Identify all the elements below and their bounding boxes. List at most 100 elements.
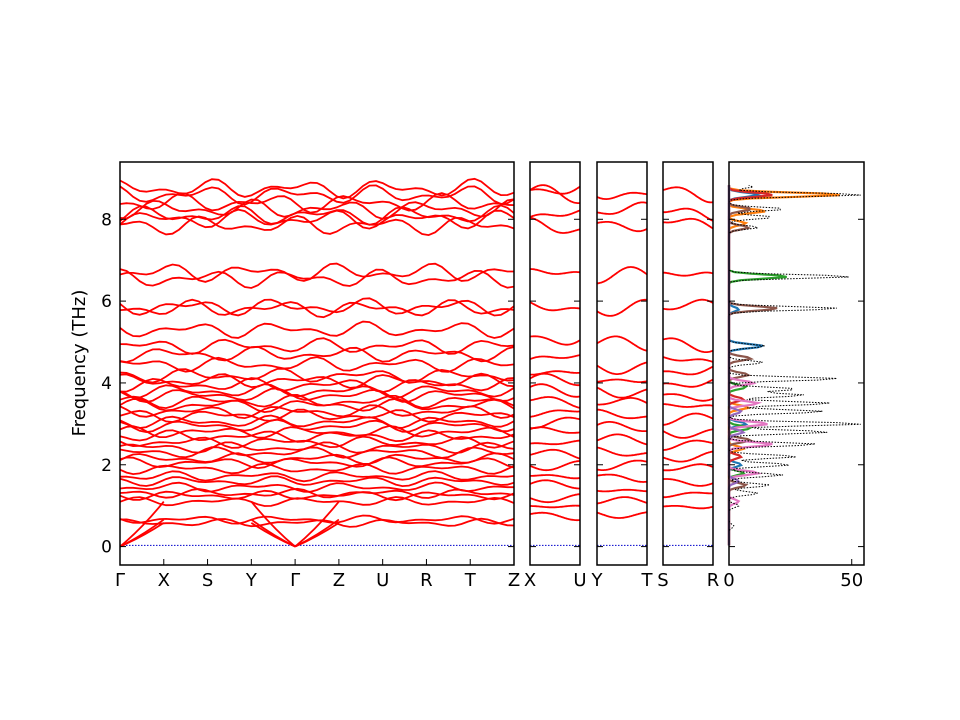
- band-line: [529, 396, 581, 409]
- band-line: [119, 383, 515, 400]
- band-line: [119, 462, 515, 476]
- x-tick-label: R: [707, 570, 720, 591]
- x-tick-label: T: [464, 570, 477, 591]
- y-axis-label: Frequency (THz): [69, 290, 90, 437]
- band-line: [529, 493, 581, 504]
- band-line: [529, 511, 581, 522]
- band-line: [596, 361, 648, 375]
- band-line: [663, 403, 714, 408]
- band-line: [596, 459, 648, 471]
- band-line: [119, 337, 515, 355]
- band-line: [119, 441, 515, 455]
- x-tick-label: T: [641, 570, 654, 591]
- band-line: [529, 448, 581, 460]
- total-dos-line: [728, 184, 861, 546]
- x-tick-label: 50: [840, 570, 863, 591]
- band-line: [662, 439, 714, 451]
- band-line: [529, 439, 581, 446]
- band-line: [662, 271, 714, 277]
- band-line: [119, 198, 515, 220]
- band-line: [529, 409, 580, 418]
- band-line: [596, 488, 648, 493]
- x-tick-label: Z: [333, 570, 345, 591]
- band-line: [596, 266, 648, 285]
- band-line: [596, 511, 648, 519]
- band-line: [663, 365, 714, 376]
- band-line: [119, 184, 515, 206]
- acoustic-band-line: [294, 522, 340, 548]
- band-line: [662, 337, 714, 353]
- band-line: [119, 456, 515, 470]
- band-line: [119, 345, 515, 364]
- band-line: [119, 204, 515, 226]
- band-line: [530, 474, 581, 480]
- band-line: [663, 463, 714, 472]
- band-line: [119, 404, 515, 420]
- band-line: [662, 505, 714, 510]
- density-of-states-panel: 0 50: [723, 161, 865, 591]
- acoustic-band-line: [250, 501, 296, 548]
- panel-frame: [728, 161, 865, 566]
- projected-dos-line: [727, 185, 773, 546]
- panel-frame: [119, 161, 515, 566]
- band-line: [529, 354, 581, 360]
- x-tick-label: Z: [508, 570, 520, 591]
- band-line: [119, 496, 515, 507]
- acoustic-band-line: [294, 501, 340, 548]
- band-line: [529, 460, 580, 472]
- band-line: [529, 335, 581, 346]
- x-tick-label: Γ: [290, 570, 300, 591]
- band-line: [119, 414, 515, 429]
- band-line: [529, 301, 581, 312]
- band-line: [662, 217, 714, 230]
- band-line: [662, 478, 714, 487]
- band-line: [119, 429, 515, 443]
- band-line: [596, 473, 648, 483]
- band-line: [119, 408, 515, 423]
- x-tick-label: Y: [245, 570, 258, 591]
- x-tick-label: 0: [723, 570, 734, 591]
- band-line: [119, 425, 515, 439]
- band-line: [119, 514, 515, 525]
- x-tick-label: S: [657, 570, 668, 591]
- band-line: [529, 416, 581, 429]
- band-line: [596, 386, 648, 399]
- projected-dos-line: [727, 185, 773, 546]
- band-line: [596, 335, 648, 352]
- band-line: [662, 298, 714, 311]
- band-line: [530, 268, 581, 275]
- band-line: [119, 298, 515, 319]
- panel-frame: [596, 161, 648, 566]
- band-line: [596, 408, 648, 420]
- band-line: [529, 216, 581, 234]
- band-line: [119, 268, 515, 289]
- band-line: [119, 435, 515, 449]
- band-line: [596, 496, 648, 505]
- acoustic-band-line: [250, 522, 296, 548]
- x-tick-label: X: [524, 570, 536, 591]
- band-line: [119, 262, 514, 283]
- band-line: [530, 370, 581, 376]
- band-line: [119, 475, 515, 488]
- x-tick-label: U: [573, 570, 586, 591]
- band-line: [119, 177, 515, 200]
- acoustic-band-line: [119, 501, 165, 548]
- band-line: [119, 487, 515, 499]
- band-line: [119, 372, 515, 389]
- x-tick-label: S: [202, 570, 213, 591]
- band-line: [662, 450, 714, 463]
- x-tick-label: R: [420, 570, 433, 591]
- band-line: [596, 191, 648, 201]
- band-line: [662, 491, 713, 499]
- band-line: [529, 209, 581, 218]
- y-tick-label: 4: [101, 374, 112, 394]
- band-line: [529, 372, 580, 387]
- acoustic-band-line: [119, 522, 165, 548]
- band-line: [119, 356, 515, 373]
- band-line: [662, 207, 714, 222]
- band-line: [662, 412, 714, 426]
- acoustic-band-line: [294, 518, 340, 548]
- band-line: [119, 418, 515, 434]
- band-line: [529, 479, 581, 490]
